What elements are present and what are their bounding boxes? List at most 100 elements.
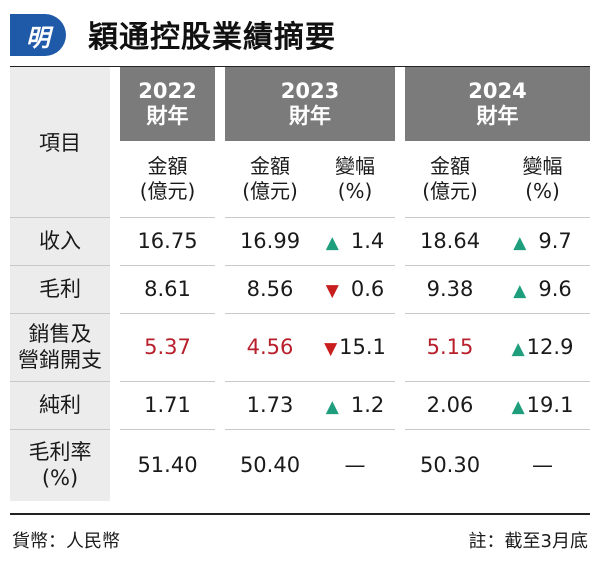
subheader-line: 金額 bbox=[250, 153, 290, 178]
subheader-change-2024: 變幅 (%) bbox=[495, 141, 591, 217]
value-cell-v2022: 1.71 bbox=[110, 380, 220, 429]
row-label: 收入 bbox=[10, 216, 115, 265]
period-note: 註：截至3月底 bbox=[468, 531, 588, 552]
item-header-label: 項目 bbox=[39, 130, 81, 155]
value-text: 18.64 bbox=[419, 229, 481, 253]
item-column-header: 項目 bbox=[10, 67, 115, 217]
year-header-2024: 2024 財年 bbox=[395, 67, 591, 141]
year-header-2022: 2022 財年 bbox=[110, 67, 220, 141]
year-label-2024: 2024 bbox=[468, 79, 527, 103]
value-cell-v2024: 5.15 bbox=[395, 312, 496, 381]
row-label-line: 收入 bbox=[39, 229, 81, 253]
value-text: 51.40 bbox=[137, 453, 198, 478]
up-arrow-icon: ▲ bbox=[325, 233, 339, 253]
up-arrow-icon: ▲ bbox=[511, 397, 525, 417]
value-cell-v2022: 51.40 bbox=[110, 428, 220, 501]
change-value: 19.1 bbox=[526, 393, 574, 417]
change-value: 1.4 bbox=[350, 229, 385, 253]
value-text: 1.71 bbox=[144, 393, 191, 417]
page-title: 穎通控股業績摘要 bbox=[88, 20, 336, 55]
change-value: 1.2 bbox=[350, 393, 385, 417]
change-cell-c2024: ▲ 9.7 bbox=[495, 216, 591, 265]
change-value: — bbox=[532, 453, 554, 478]
year-label-2023: 2023 bbox=[280, 79, 340, 103]
change-cell-c2023: ▲ 1.2 bbox=[315, 380, 401, 429]
value-cell-v2024: 2.06 bbox=[395, 380, 496, 429]
table-body: 收入 16.75 16.99 ▲ 1.4 18.64 ▲ 9.7 毛利 8.61 8.56 ▼ 0.6 9… bbox=[10, 216, 591, 501]
change-cell-c2024: ▲ 9.6 bbox=[495, 264, 591, 313]
value-cell-v2023: 4.56 bbox=[215, 312, 315, 381]
change-value: 9.6 bbox=[538, 277, 572, 301]
subheader-line: (億元) bbox=[422, 178, 478, 203]
down-arrow-icon: ▼ bbox=[325, 281, 339, 301]
table-row: 毛利率 (%) 51.40 50.40 — 50.30 — bbox=[10, 428, 591, 501]
row-label-line: 營銷開支 bbox=[18, 348, 102, 372]
change-cell-c2023: ▲ 1.4 bbox=[315, 216, 401, 265]
subheader-amount-2024: 金額 (億元) bbox=[395, 141, 496, 217]
change-value: 15.1 bbox=[339, 335, 386, 359]
row-label: 毛利 bbox=[10, 264, 115, 313]
row-label-line: 純利 bbox=[39, 393, 81, 417]
year-sub-2022: 財年 bbox=[146, 104, 189, 128]
subheader-line: 變幅 bbox=[335, 153, 375, 178]
subheader-line: 金額 bbox=[430, 153, 471, 178]
change-cell-c2024: — bbox=[495, 428, 591, 501]
value-text: 50.40 bbox=[239, 453, 301, 478]
row-label-line: 銷售及 bbox=[28, 322, 92, 346]
subheader-line: (%) bbox=[337, 178, 373, 203]
value-cell-v2023: 1.73 bbox=[215, 380, 315, 429]
value-text: 1.73 bbox=[246, 393, 294, 417]
subheader-amount-2023: 金額 (億元) bbox=[215, 141, 315, 217]
value-cell-v2022: 8.61 bbox=[110, 264, 220, 313]
subheader-line: (%) bbox=[525, 178, 560, 203]
value-text: 8.56 bbox=[246, 277, 294, 301]
value-cell-v2024: 9.38 bbox=[395, 264, 496, 313]
brand-logo-text: 明 bbox=[26, 23, 50, 52]
up-arrow-icon: ▲ bbox=[513, 281, 527, 301]
value-text: 16.75 bbox=[137, 229, 198, 253]
row-label-line: (%) bbox=[41, 466, 79, 491]
value-text: 16.99 bbox=[239, 229, 301, 253]
value-text: 9.38 bbox=[426, 277, 474, 301]
value-text: 5.37 bbox=[144, 335, 191, 359]
change-value: — bbox=[344, 453, 366, 478]
value-text: 50.30 bbox=[419, 453, 481, 478]
results-summary-table: 項目 2022 財年 2023 財年 2024 財年 金額 (億元) 金額 (億 bbox=[10, 67, 591, 501]
value-cell-v2023: 50.40 bbox=[215, 428, 315, 501]
change-value: 12.9 bbox=[526, 335, 574, 359]
table-row: 毛利 8.61 8.56 ▼ 0.6 9.38 ▲ 9.6 bbox=[10, 264, 591, 313]
subheader-amount-2022: 金額 (億元) bbox=[110, 141, 220, 217]
row-label: 毛利率 (%) bbox=[10, 428, 115, 501]
down-arrow-icon: ▼ bbox=[324, 339, 338, 359]
subheader-line: 變幅 bbox=[522, 153, 563, 178]
change-value: 0.6 bbox=[350, 277, 385, 301]
row-label: 純利 bbox=[10, 380, 115, 429]
value-cell-v2023: 16.99 bbox=[215, 216, 315, 265]
row-label-line: 毛利率 bbox=[28, 440, 92, 465]
subheader-change-2023: 變幅 (%) bbox=[315, 141, 401, 217]
up-arrow-icon: ▲ bbox=[511, 339, 525, 359]
value-text: 8.61 bbox=[144, 277, 191, 301]
table-row: 收入 16.75 16.99 ▲ 1.4 18.64 ▲ 9.7 bbox=[10, 216, 591, 265]
subheader-line: (億元) bbox=[242, 178, 298, 203]
table-row: 純利 1.71 1.73 ▲ 1.2 2.06 ▲19.1 bbox=[10, 380, 591, 429]
brand-logo-badge: 明 bbox=[10, 14, 66, 56]
subheader-line: 金額 bbox=[147, 153, 188, 178]
table-row: 銷售及 營銷開支 5.37 4.56 ▼15.1 5.15 ▲12.9 bbox=[10, 312, 591, 381]
value-text: 4.56 bbox=[246, 335, 294, 359]
value-cell-v2023: 8.56 bbox=[215, 264, 315, 313]
year-sub-2024: 財年 bbox=[476, 104, 519, 128]
header: 明 穎通控股業績摘要 bbox=[0, 0, 600, 60]
change-cell-c2023: ▼15.1 bbox=[315, 312, 401, 381]
year-sub-2023: 財年 bbox=[289, 104, 331, 128]
value-cell-v2024: 18.64 bbox=[395, 216, 496, 265]
year-label-2022: 2022 bbox=[138, 79, 197, 103]
row-label-line: 毛利 bbox=[39, 277, 81, 301]
subheader-line: (億元) bbox=[139, 178, 196, 203]
change-cell-c2024: ▲19.1 bbox=[495, 380, 591, 429]
year-header-2023: 2023 財年 bbox=[214, 67, 401, 141]
change-value: 9.7 bbox=[538, 229, 572, 253]
value-cell-v2022: 5.37 bbox=[110, 312, 220, 381]
bottom-rule bbox=[10, 513, 590, 515]
value-cell-v2022: 16.75 bbox=[110, 216, 220, 265]
